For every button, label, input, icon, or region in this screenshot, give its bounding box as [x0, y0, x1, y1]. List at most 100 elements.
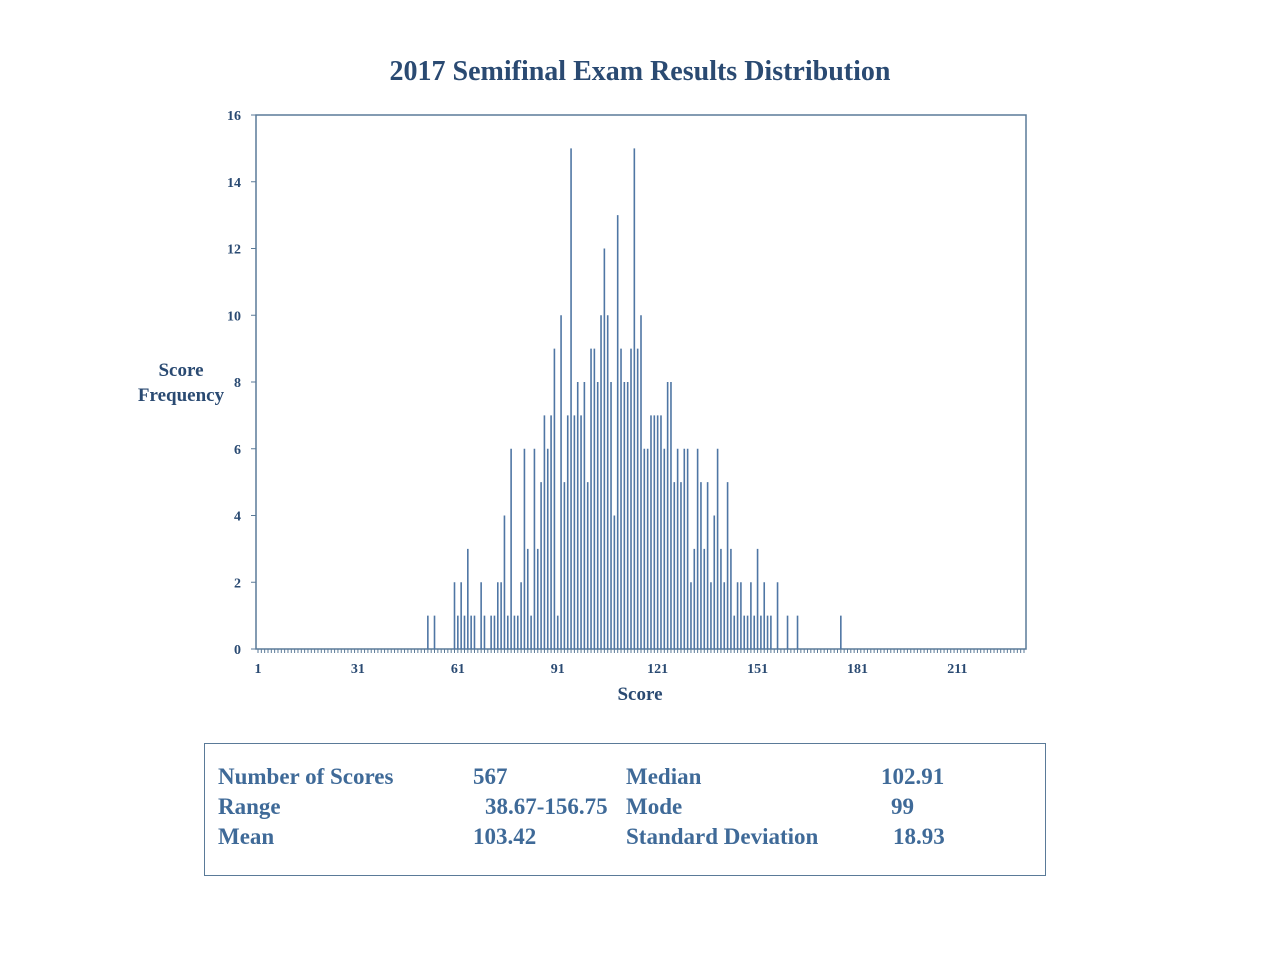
bar [526, 548, 529, 650]
y-tick-label: 0 [234, 643, 241, 658]
stat-value-standard-deviation: 18.93 [893, 824, 945, 849]
bar [516, 615, 519, 650]
stat-value-median: 102.91 [881, 764, 945, 789]
bar [530, 615, 532, 650]
y-tick-label: 4 [234, 510, 241, 525]
bar [463, 615, 466, 650]
bar [703, 548, 706, 650]
bar [613, 515, 616, 649]
bar [620, 348, 622, 650]
chart-title: 2017 Semifinal Exam Results Distribution [389, 56, 891, 87]
bar [740, 582, 742, 649]
bar [686, 448, 689, 649]
bar [470, 615, 472, 650]
bar [520, 582, 522, 649]
stat-label-standard-deviation: Standard Deviation [626, 824, 819, 849]
bar [756, 548, 759, 650]
bar [510, 448, 512, 649]
bar [763, 582, 766, 649]
bar [653, 415, 656, 650]
bar [616, 215, 619, 650]
bar [723, 582, 726, 649]
bar [566, 415, 569, 650]
stat-label-mode: Mode [626, 794, 683, 819]
bar [483, 615, 486, 650]
bar [586, 482, 589, 650]
x-tick-label: 1 [255, 662, 262, 677]
bar [603, 248, 606, 649]
bar [556, 615, 559, 650]
y-tick-label: 16 [227, 109, 241, 124]
bar [633, 148, 636, 650]
bar [663, 448, 666, 649]
bar [720, 548, 722, 650]
x-tick-label: 181 [847, 662, 868, 677]
y-tick-label: 14 [227, 176, 241, 191]
bar [656, 415, 659, 650]
bar [766, 615, 769, 650]
bar [560, 315, 562, 649]
bar [467, 548, 469, 650]
stat-value-mean: 103.42 [473, 824, 537, 849]
bar [730, 548, 732, 650]
bar [640, 315, 642, 649]
bar [716, 448, 719, 649]
y-tick-label: 6 [234, 443, 241, 458]
x-tick-label: 121 [647, 662, 668, 677]
bar [673, 482, 676, 650]
bar [683, 448, 686, 649]
x-tick-label: 211 [947, 662, 967, 677]
bar [736, 582, 739, 649]
bar [506, 615, 509, 650]
bar [680, 482, 682, 650]
bar [726, 482, 729, 650]
x-tick-label: 31 [351, 662, 365, 677]
bar [580, 415, 582, 650]
x-minor-ticks [257, 649, 1025, 653]
bar [700, 482, 702, 650]
bar [650, 415, 652, 650]
bar [776, 582, 779, 649]
bar [563, 482, 566, 650]
stat-value-range: 38.67-156.75 [485, 794, 608, 819]
bar [583, 382, 586, 649]
x-axis-ticks: 1 31 61 91 121 151 181 211 [255, 662, 968, 677]
bar [576, 382, 579, 649]
stat-value-mode: 99 [891, 794, 914, 819]
bar [493, 615, 496, 650]
y-tick-label: 2 [234, 576, 241, 591]
bar [713, 515, 716, 649]
bar [786, 615, 789, 650]
y-axis-label: Score Frequency [128, 358, 234, 408]
x-tick-label: 61 [451, 662, 465, 677]
bar [710, 582, 712, 649]
bar [626, 382, 629, 649]
bar [480, 582, 482, 649]
bar [796, 615, 799, 650]
bar [593, 348, 596, 650]
y-tick-label: 10 [227, 309, 241, 324]
bar [473, 615, 476, 650]
stat-label-median: Median [626, 764, 702, 789]
bar [533, 448, 536, 649]
statistics-box: Number of Scores 567 Range 38.67-156.75 … [204, 743, 1046, 876]
bar [503, 515, 506, 649]
bar [590, 348, 592, 650]
y-tick-label: 8 [234, 376, 241, 391]
bar [706, 482, 709, 650]
bar [500, 582, 502, 649]
bar [753, 615, 756, 650]
bar [770, 615, 772, 650]
y-axis-ticks: 0 2 4 6 8 10 12 14 16 [227, 109, 256, 658]
bar [543, 415, 546, 650]
x-tick-label: 91 [551, 662, 565, 677]
bar [600, 315, 602, 649]
bar [676, 448, 679, 649]
bars-group [427, 148, 842, 650]
bar [536, 548, 539, 650]
bar [553, 348, 556, 650]
bar [623, 382, 626, 649]
bar [636, 348, 639, 650]
